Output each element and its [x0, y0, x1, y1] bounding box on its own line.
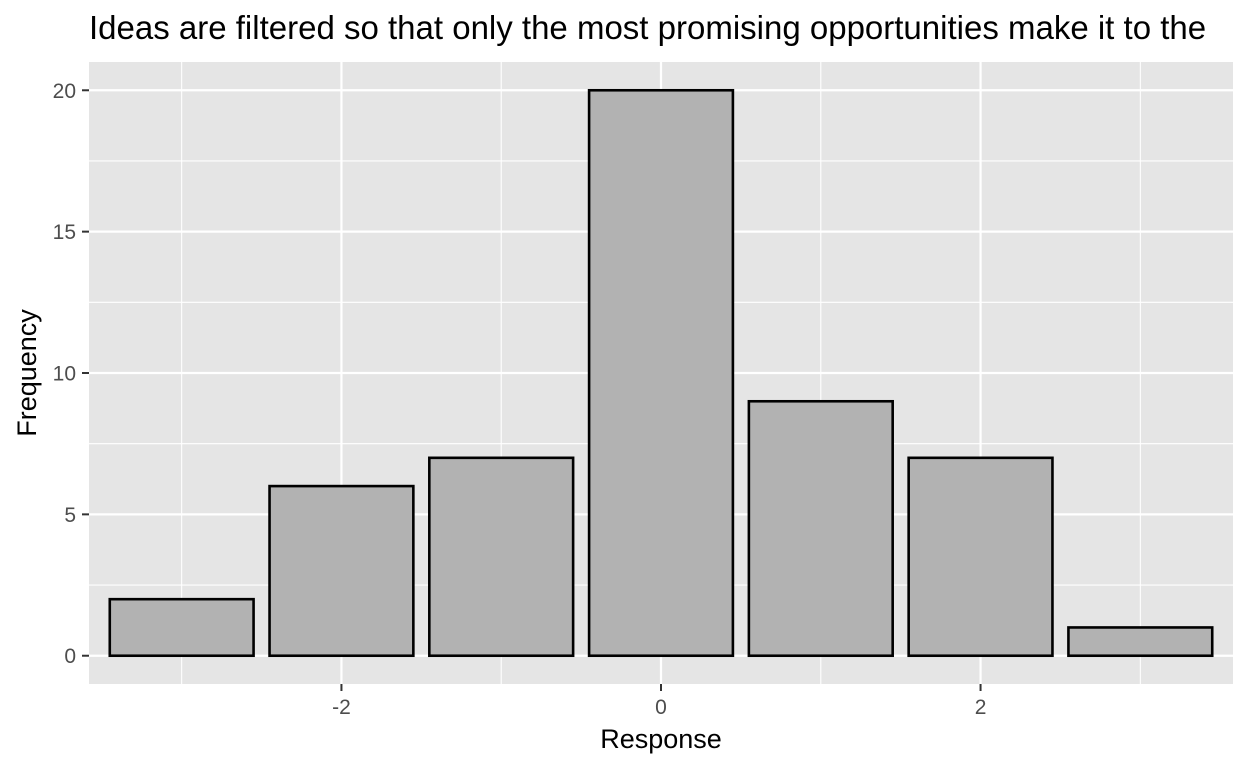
- chart-title: Ideas are filtered so that only the most…: [89, 9, 1206, 46]
- bar: [747, 399, 894, 658]
- x-axis: -2 0 2: [332, 684, 986, 719]
- y-tick-label: 10: [53, 363, 76, 386]
- bar: [108, 597, 255, 658]
- x-tick-label: 2: [975, 696, 987, 719]
- bar: [428, 456, 575, 658]
- bars: [108, 88, 1214, 658]
- y-tick-label: 20: [53, 80, 76, 103]
- x-axis-title: Response: [600, 724, 722, 754]
- y-tick-label: 15: [53, 221, 76, 244]
- bar: [268, 484, 415, 658]
- y-axis: 0 5 10 15 20: [53, 80, 89, 668]
- y-tick-label: 0: [64, 645, 76, 668]
- y-axis-title: Frequency: [12, 309, 42, 437]
- bar: [907, 456, 1054, 658]
- x-tick-label: 0: [655, 696, 667, 719]
- bar: [1067, 626, 1214, 658]
- x-tick-label: -2: [332, 696, 351, 719]
- y-tick-label: 5: [64, 504, 76, 527]
- bar: [587, 88, 735, 658]
